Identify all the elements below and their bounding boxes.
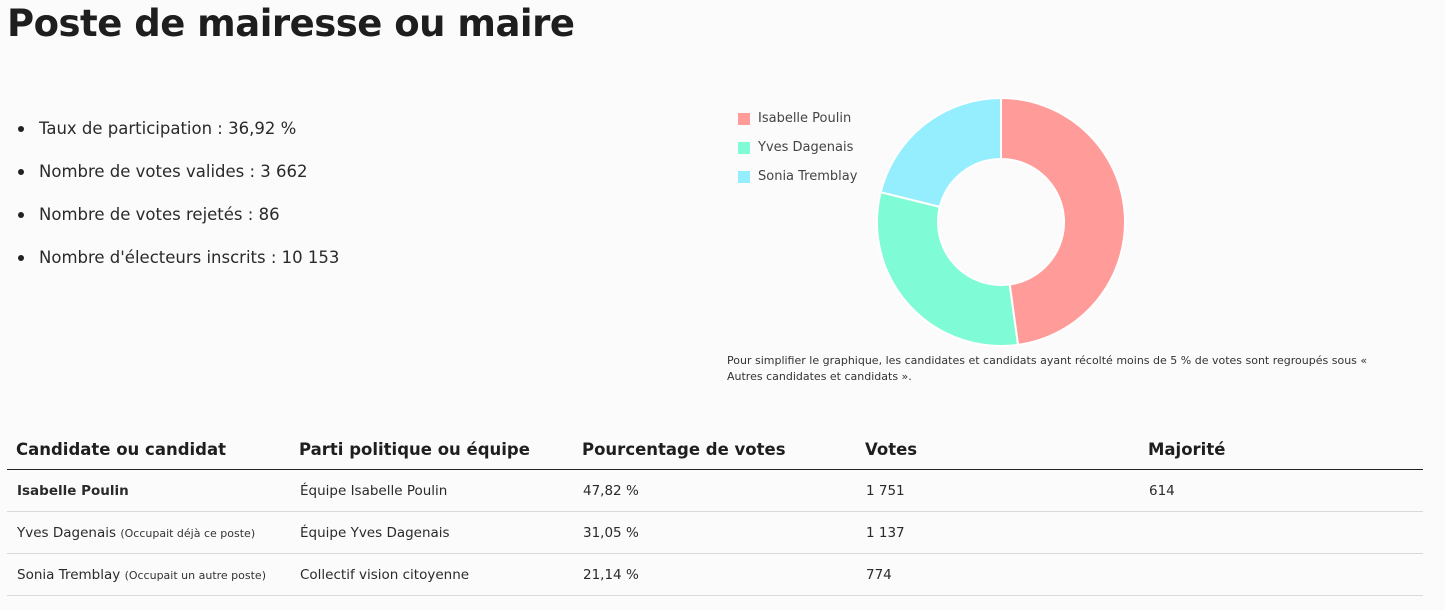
- candidate-name-cell: Yves Dagenais (Occupait déjà ce poste): [7, 511, 290, 554]
- header-party: Parti politique ou équipe: [290, 429, 573, 470]
- table-row: Yves Dagenais (Occupait déjà ce poste) É…: [7, 511, 1423, 554]
- legend-swatch: [738, 141, 750, 154]
- header-majority: Majorité: [1139, 429, 1423, 470]
- legend-item[interactable]: Isabelle Poulin: [738, 104, 857, 133]
- table-header-row: Candidate ou candidat Parti politique ou…: [7, 429, 1423, 470]
- votes-cell: 774: [856, 553, 1139, 596]
- candidate-name: Isabelle Poulin: [17, 482, 129, 499]
- majority-cell: [1139, 511, 1423, 554]
- legend-label: Sonia Tremblay: [758, 169, 858, 184]
- legend-label: Yves Dagenais: [758, 140, 854, 155]
- donut-slice-yves-dagenais[interactable]: [876, 190, 1020, 347]
- donut-slice-isabelle-poulin[interactable]: [1000, 96, 1126, 346]
- legend-label: Isabelle Poulin: [758, 111, 852, 126]
- candidate-name: Sonia Tremblay: [17, 566, 121, 583]
- legend-item[interactable]: Yves Dagenais: [738, 133, 857, 162]
- stat-valid-votes: Nombre de votes valides : 3 662: [18, 158, 339, 201]
- votes-cell: 1 137: [856, 511, 1139, 554]
- candidate-note: (Occupait un autre poste): [124, 568, 266, 582]
- party-cell: Équipe Isabelle Poulin: [290, 469, 573, 512]
- header-candidate: Candidate ou candidat: [7, 429, 290, 470]
- donut-slice-sonia-tremblay[interactable]: [879, 96, 1002, 209]
- candidate-name: Yves Dagenais: [17, 524, 117, 541]
- header-votes: Votes: [856, 429, 1139, 470]
- results-table: Candidate ou candidat Parti politique ou…: [7, 429, 1423, 596]
- party-cell: Collectif vision citoyenne: [290, 553, 573, 596]
- results-donut-chart: Isabelle Poulin Yves Dagenais Sonia Trem…: [727, 96, 1387, 356]
- election-stats-list: Taux de participation : 36,92 % Nombre d…: [18, 115, 339, 287]
- party-cell: Équipe Yves Dagenais: [290, 511, 573, 554]
- majority-cell: 614: [1139, 469, 1423, 512]
- donut-svg: [876, 96, 1126, 347]
- chart-legend: Isabelle Poulin Yves Dagenais Sonia Trem…: [738, 104, 857, 191]
- header-percent: Pourcentage de votes: [573, 429, 856, 470]
- candidate-name-cell: Isabelle Poulin: [7, 469, 290, 512]
- stat-registered-voters: Nombre d'électeurs inscrits : 10 153: [18, 244, 339, 287]
- votes-cell: 1 751: [856, 469, 1139, 512]
- candidate-note: (Occupait déjà ce poste): [120, 526, 256, 540]
- percent-cell: 47,82 %: [573, 469, 856, 512]
- stat-rejected-votes: Nombre de votes rejetés : 86: [18, 201, 339, 244]
- table-row: Isabelle Poulin Équipe Isabelle Poulin 4…: [7, 469, 1423, 512]
- legend-swatch: [738, 112, 750, 125]
- table-row: Sonia Tremblay (Occupait un autre poste)…: [7, 553, 1423, 596]
- percent-cell: 31,05 %: [573, 511, 856, 554]
- legend-swatch: [738, 170, 750, 183]
- page-title: Poste de mairesse ou maire: [7, 2, 575, 45]
- percent-cell: 21,14 %: [573, 553, 856, 596]
- legend-item[interactable]: Sonia Tremblay: [738, 162, 857, 191]
- chart-footnote: Pour simplifier le graphique, les candid…: [727, 354, 1368, 383]
- candidate-name-cell: Sonia Tremblay (Occupait un autre poste): [7, 553, 290, 596]
- stat-participation: Taux de participation : 36,92 %: [18, 115, 339, 158]
- majority-cell: [1139, 553, 1423, 596]
